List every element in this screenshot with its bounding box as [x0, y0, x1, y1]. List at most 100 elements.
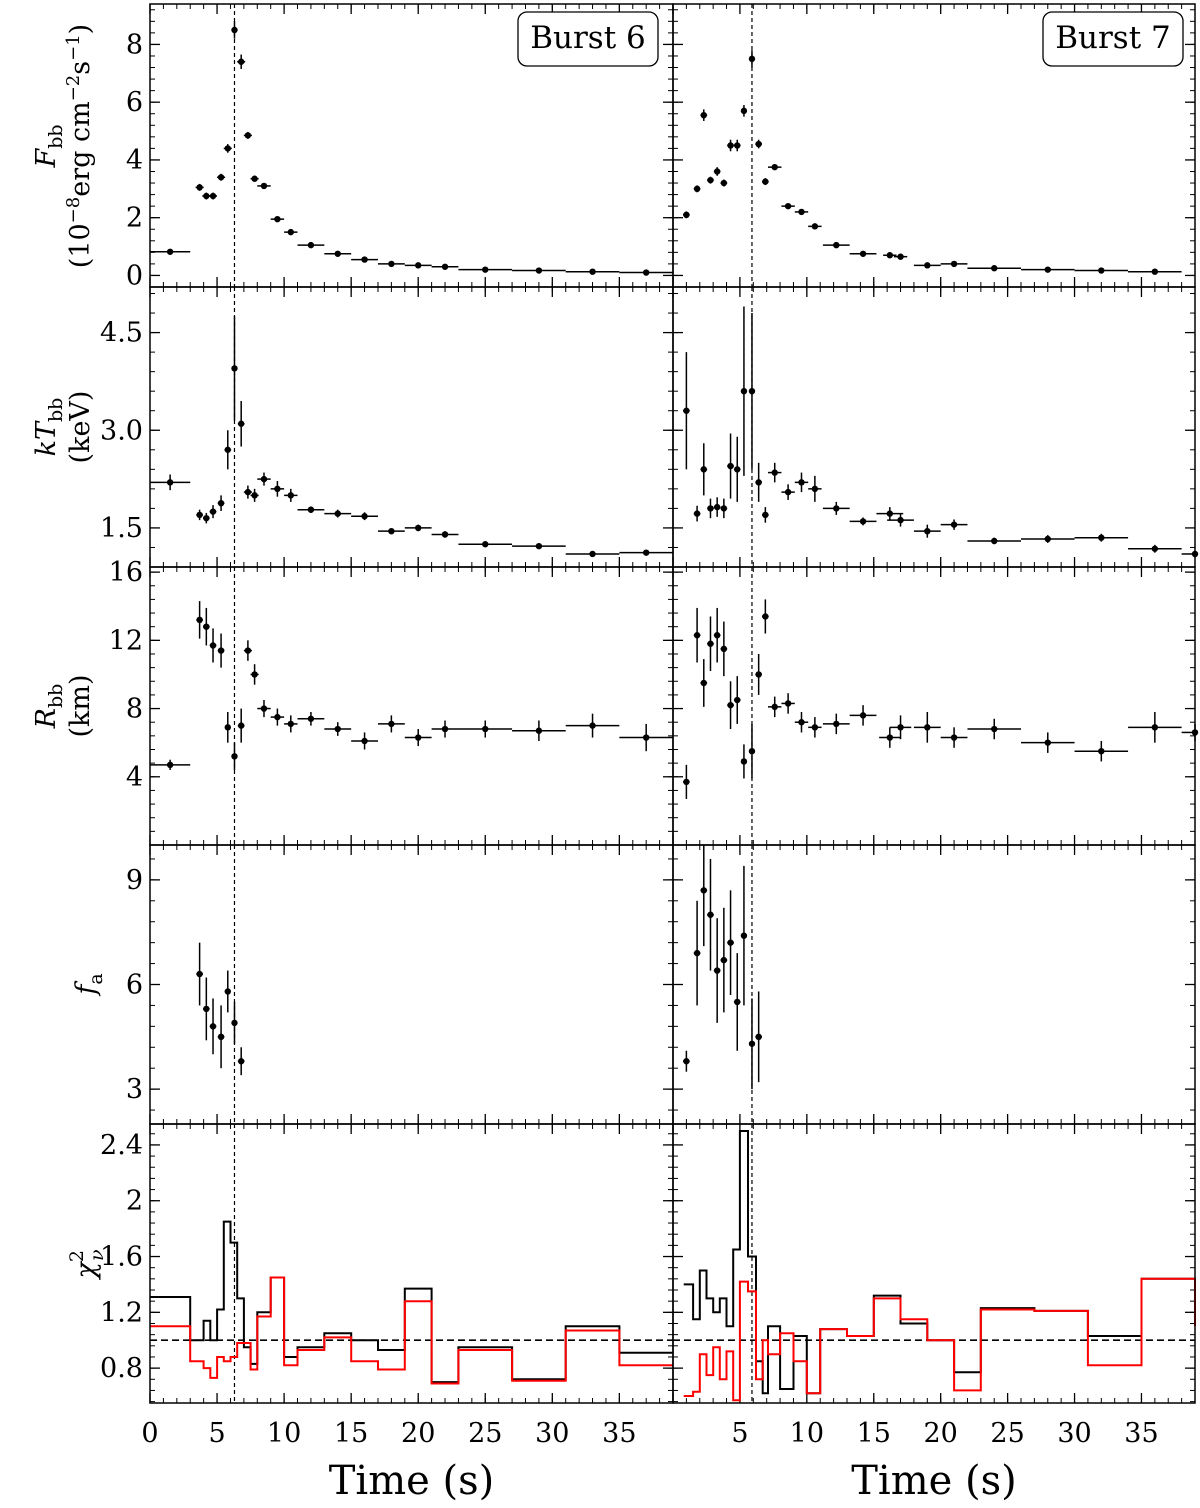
- data-point: [237, 722, 245, 729]
- y-axis-label-fa: fa: [71, 973, 107, 996]
- data-point: [307, 241, 315, 249]
- data-point: [237, 420, 245, 427]
- data-point: [727, 939, 734, 946]
- data-point: [361, 737, 368, 745]
- unit-part: erg cm: [65, 101, 96, 196]
- data-point: [307, 506, 315, 513]
- red-step-line: [150, 1276, 673, 1385]
- y-tick-label: 3: [126, 1074, 143, 1105]
- data-point: [237, 58, 245, 65]
- data-point: [1098, 534, 1105, 541]
- data-point: [784, 488, 792, 496]
- data-point: [334, 725, 341, 733]
- data-point: [897, 724, 904, 731]
- y-tick-label: 4.5: [100, 318, 143, 349]
- data-point: [707, 640, 714, 647]
- data-point: [203, 192, 210, 200]
- data-point: [237, 1058, 245, 1065]
- data-point: [589, 268, 596, 275]
- x-axis-label: Time (s): [329, 1458, 495, 1504]
- y-tick-label: 12: [109, 625, 143, 656]
- data-point: [307, 715, 315, 722]
- y-tick-label: 1.2: [100, 1297, 143, 1328]
- x-axis-label: Time (s): [851, 1458, 1017, 1504]
- data-point: [693, 632, 701, 639]
- data-point: [886, 252, 894, 259]
- data-point: [260, 705, 268, 712]
- data-point: [886, 510, 894, 517]
- data-point: [166, 479, 174, 486]
- data-point: [748, 747, 756, 755]
- data-point: [251, 671, 258, 678]
- data-point: [700, 679, 707, 687]
- data-point: [203, 514, 210, 522]
- data-point: [260, 475, 268, 483]
- y-tick-label: 16: [109, 557, 143, 588]
- y-label-main: R: [31, 708, 62, 729]
- data-point: [217, 174, 225, 181]
- data-point: [589, 550, 596, 558]
- x-tick-label: 25: [990, 1418, 1024, 1449]
- panel-burst7-F: Burst 7: [672, 3, 1196, 288]
- y-label-units: (km): [65, 674, 96, 737]
- data-point: [740, 387, 748, 395]
- data-point: [166, 761, 174, 769]
- data-point: [415, 524, 422, 532]
- data-point: [251, 175, 258, 182]
- data-point: [260, 182, 268, 190]
- data-point: [720, 956, 728, 964]
- y-tick-label: 1.5: [100, 513, 143, 544]
- data-point: [196, 184, 203, 191]
- data-point: [244, 132, 252, 139]
- data-point: [482, 266, 489, 273]
- data-point: [287, 492, 295, 499]
- data-point: [203, 623, 210, 630]
- axis-labels: 0 2 4 6 8 1.5 3.0 4.5 4 8 12 16 3 6 9 0.8 1.2 1.6 2 2.4 0 5 10…: [31, 24, 1159, 1504]
- y-axis-label-F: Fbb(10−8erg cm−2s−1): [31, 24, 96, 268]
- data-point: [833, 505, 840, 512]
- y-label-sub: bb: [45, 398, 67, 422]
- data-point: [950, 734, 958, 741]
- data-point: [707, 505, 714, 512]
- y-label-symbol: Rbb: [31, 684, 67, 730]
- data-point: [209, 642, 217, 649]
- y-tick-label: 3.0: [100, 415, 143, 446]
- data-point: [720, 179, 728, 187]
- data-point: [683, 407, 690, 414]
- data-point: [700, 887, 707, 894]
- x-tick-label: 15: [857, 1418, 891, 1449]
- data-point: [361, 513, 368, 520]
- y-label-sup: 2: [66, 1250, 88, 1262]
- x-tick-label: 20: [401, 1418, 435, 1449]
- data-point: [535, 542, 543, 550]
- plot-area: Burst 6 Burst 7: [149, 3, 1199, 1404]
- y-label-sub: a: [85, 973, 107, 984]
- y-tick-label: 4: [126, 145, 143, 176]
- data-point: [209, 508, 217, 515]
- data-point: [784, 700, 792, 707]
- data-point: [334, 510, 341, 517]
- data-point: [415, 734, 422, 741]
- y-tick-label: 8: [126, 694, 143, 725]
- data-point: [274, 485, 281, 493]
- data-point: [755, 671, 762, 678]
- x-tick-label: 5: [731, 1418, 748, 1449]
- data-point: [203, 1005, 210, 1013]
- data-point: [482, 541, 489, 548]
- y-tick-label: 2: [126, 203, 143, 234]
- data-point: [734, 142, 741, 149]
- burst-title-box: [1042, 11, 1184, 67]
- y-label-main: kT: [31, 420, 62, 456]
- data-point: [991, 725, 998, 733]
- burst-title: Burst 7: [1055, 20, 1171, 56]
- x-tick-label: 10: [790, 1418, 824, 1449]
- data-point: [924, 724, 931, 731]
- y-tick-label: 8: [126, 29, 143, 60]
- unit-part: −8: [63, 197, 84, 224]
- data-point: [859, 712, 867, 719]
- x-tick-label: 20: [924, 1418, 958, 1449]
- unit-part: ): [65, 24, 96, 35]
- data-point: [755, 479, 762, 486]
- unit-part: −1: [63, 34, 84, 61]
